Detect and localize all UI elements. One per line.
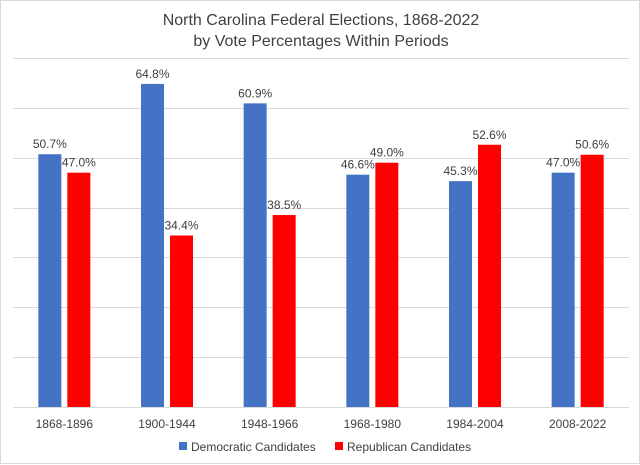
republican-bar (67, 172, 91, 407)
republican-data-label: 52.6% (472, 128, 506, 142)
republican-bar (580, 154, 604, 407)
republican-data-label: 38.5% (267, 198, 301, 212)
democratic-data-label: 46.6% (341, 158, 375, 172)
chart-subtitle: by Vote Percentages Within Periods (193, 33, 448, 50)
democratic-bar (243, 103, 267, 408)
bars (38, 83, 604, 408)
category-label: 2008-2022 (549, 417, 607, 431)
democratic-bar (38, 154, 62, 407)
category-label: 1900-1944 (138, 417, 196, 431)
democratic-data-label: 64.8% (135, 67, 169, 81)
democratic-data-label: 45.3% (443, 164, 477, 178)
democratic-bar (346, 174, 370, 407)
legend-democratic-swatch (179, 442, 187, 450)
democratic-data-label: 60.9% (238, 86, 272, 100)
republican-data-label: 49.0% (370, 146, 404, 160)
legend: Democratic Candidates Republican Candidat… (179, 440, 471, 454)
republican-bar (170, 235, 193, 407)
legend-republican-label: Republican Candidates (347, 440, 471, 454)
gridlines (13, 58, 629, 408)
democratic-data-label: 47.0% (546, 156, 580, 170)
category-label: 1868-1896 (36, 417, 94, 431)
republican-bar (272, 215, 296, 407)
republican-bar (375, 162, 399, 407)
data-labels: 50.7% 47.0% 64.8% 34.4% 60.9% 38.5% 46.6%49.0%… (33, 67, 610, 233)
democratic-bar (141, 83, 164, 407)
chart-title: North Carolina Federal Elections, 1868-2… (163, 12, 480, 29)
republican-data-label: 34.4% (164, 218, 198, 232)
democratic-data-label: 50.7% (33, 137, 67, 151)
republican-bar (478, 144, 501, 407)
democratic-bar (449, 181, 472, 407)
category-label: 1984-2004 (446, 417, 504, 431)
legend-democratic-label: Democratic Candidates (191, 440, 316, 454)
category-axis: 1868-1896 1900-1944 1948-1966 1968-1980 1984… (36, 417, 607, 431)
republican-data-label: 47.0% (62, 156, 96, 170)
democratic-bar (551, 172, 575, 407)
category-label: 1968-1980 (344, 417, 402, 431)
category-label: 1948-1966 (241, 417, 299, 431)
legend-republican-swatch (335, 442, 343, 450)
republican-data-label: 50.6% (575, 138, 609, 152)
